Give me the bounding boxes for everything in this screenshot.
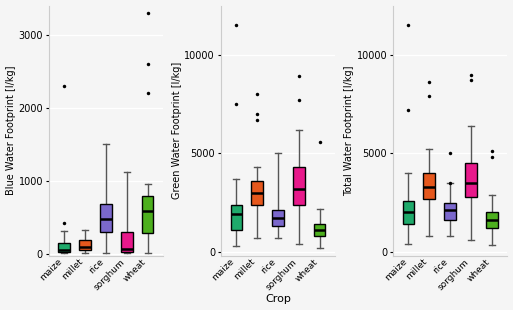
PathPatch shape xyxy=(465,163,477,197)
PathPatch shape xyxy=(293,167,305,205)
PathPatch shape xyxy=(314,224,325,236)
PathPatch shape xyxy=(142,196,153,233)
Y-axis label: Blue Water Footprint [l/kg]: Blue Water Footprint [l/kg] xyxy=(6,66,15,195)
PathPatch shape xyxy=(230,205,242,230)
PathPatch shape xyxy=(100,204,112,232)
X-axis label: Crop: Crop xyxy=(265,294,291,304)
Y-axis label: Total Water Footprint [l/kg]: Total Water Footprint [l/kg] xyxy=(344,65,353,196)
PathPatch shape xyxy=(423,173,435,199)
PathPatch shape xyxy=(272,210,284,226)
PathPatch shape xyxy=(403,201,414,224)
PathPatch shape xyxy=(486,212,498,228)
PathPatch shape xyxy=(58,243,70,252)
Y-axis label: Green Water Footprint [l/kg]: Green Water Footprint [l/kg] xyxy=(172,62,182,199)
PathPatch shape xyxy=(80,240,91,250)
PathPatch shape xyxy=(444,203,456,220)
PathPatch shape xyxy=(121,232,132,252)
PathPatch shape xyxy=(251,181,263,205)
